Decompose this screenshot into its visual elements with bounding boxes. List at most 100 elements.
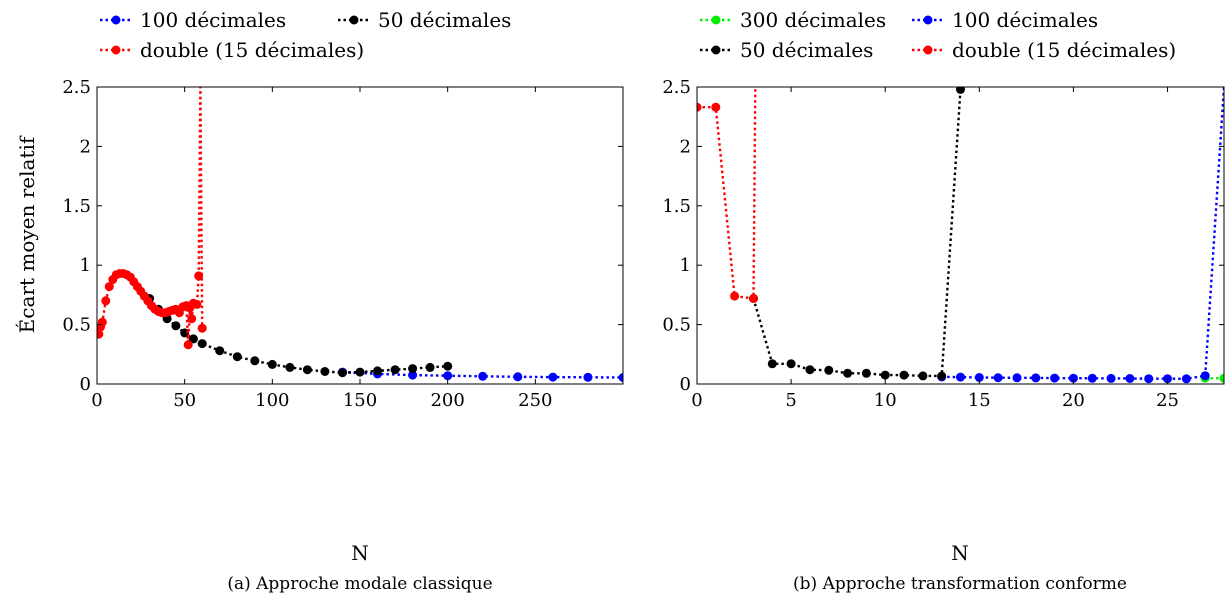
data-point-a-0 bbox=[583, 372, 593, 382]
x-tick-label-a: 200 bbox=[430, 390, 464, 411]
data-point-a-1 bbox=[188, 334, 198, 344]
series-line-b-2 bbox=[752, 89, 962, 378]
x-tick-label-b: 25 bbox=[1156, 390, 1179, 411]
data-point-b-1 bbox=[993, 373, 1003, 383]
legend-label: double (15 décimales) bbox=[952, 38, 1176, 62]
data-point-b-1 bbox=[974, 373, 984, 382]
y-tick-label-a: 2.5 bbox=[62, 77, 91, 98]
data-point-a-2 bbox=[194, 271, 204, 281]
data-point-b-2 bbox=[956, 87, 965, 94]
data-point-b-3 bbox=[749, 294, 758, 303]
caption-b: (b) Approche transformation conforme bbox=[793, 574, 1127, 594]
legend-swatch-marker bbox=[111, 45, 121, 55]
data-point-b-1 bbox=[1163, 374, 1172, 384]
data-point-a-2 bbox=[104, 282, 114, 292]
y-tick-label-b: 1.5 bbox=[662, 196, 691, 217]
data-point-a-1 bbox=[267, 359, 277, 369]
data-point-a-1 bbox=[408, 364, 418, 374]
data-point-b-1 bbox=[1144, 374, 1154, 384]
data-point-b-1 bbox=[1087, 373, 1097, 383]
y-axis-label-a: Écart moyen relatif bbox=[15, 135, 39, 333]
y-tick-label-a: 0 bbox=[80, 374, 91, 395]
data-point-a-1 bbox=[232, 352, 242, 362]
x-axis-label-a: N bbox=[351, 541, 369, 565]
y-tick-label-b: 2 bbox=[680, 136, 691, 157]
data-point-a-1 bbox=[250, 356, 260, 366]
y-tick-label-a: 1 bbox=[80, 255, 91, 276]
x-tick-label-a: 0 bbox=[91, 390, 102, 411]
data-point-b-2 bbox=[824, 365, 834, 375]
data-point-a-2 bbox=[97, 317, 107, 327]
legend-label: double (15 décimales) bbox=[140, 38, 364, 62]
legend-swatch-marker bbox=[349, 15, 359, 25]
data-point-a-2 bbox=[183, 340, 193, 350]
x-tick-label-a: 100 bbox=[255, 390, 289, 411]
data-point-a-2 bbox=[101, 296, 111, 306]
data-point-b-1 bbox=[1031, 373, 1041, 383]
data-point-a-1 bbox=[443, 361, 453, 371]
data-point-a-0 bbox=[443, 371, 453, 381]
x-tick-label-b: 15 bbox=[968, 390, 991, 411]
legend-b: 300 décimales 100 décimales 50 décimales do… bbox=[700, 8, 1176, 62]
legend-item-a-0: 100 décimales bbox=[100, 8, 286, 32]
data-point-a-0 bbox=[408, 370, 418, 380]
data-point-b-3 bbox=[711, 102, 721, 112]
x-tick-label-b: 5 bbox=[785, 390, 796, 411]
x-tick-label-a: 250 bbox=[518, 390, 552, 411]
data-point-a-0 bbox=[548, 372, 558, 382]
data-point-a-2 bbox=[197, 323, 207, 333]
data-point-b-1 bbox=[1200, 371, 1210, 381]
data-point-a-1 bbox=[302, 365, 312, 375]
legend-item-b-0: 300 décimales bbox=[700, 8, 886, 32]
y-tick-label-b: 0.5 bbox=[662, 315, 691, 336]
data-point-b-1 bbox=[1068, 373, 1078, 383]
axes-frame-a bbox=[96, 86, 624, 385]
data-point-a-2 bbox=[187, 314, 197, 324]
legend-label: 50 décimales bbox=[378, 8, 511, 32]
legend-swatch-marker bbox=[111, 15, 121, 25]
series-line-b-3 bbox=[697, 87, 757, 300]
data-point-a-0 bbox=[618, 373, 623, 382]
legend-swatch-marker bbox=[711, 15, 721, 25]
data-point-b-1 bbox=[1050, 373, 1060, 383]
legend-item-a-2: double (15 décimales) bbox=[100, 38, 364, 62]
x-tick-label-b: 10 bbox=[874, 390, 897, 411]
data-point-a-1 bbox=[355, 367, 365, 377]
y-tick-label-b: 1 bbox=[680, 255, 691, 276]
series-line-b-1 bbox=[941, 87, 1224, 381]
plot-area-b bbox=[697, 87, 1224, 384]
data-point-b-2 bbox=[767, 359, 777, 369]
legend-label: 100 décimales bbox=[140, 8, 286, 32]
plot-area-a bbox=[97, 87, 623, 382]
axes-frame-b bbox=[696, 86, 1225, 385]
data-point-b-2 bbox=[843, 368, 853, 378]
data-point-a-1 bbox=[215, 346, 225, 356]
legend-item-b-3: double (15 décimales) bbox=[912, 38, 1176, 62]
data-point-b-2 bbox=[899, 370, 909, 380]
chart-b: 300 décimales 100 décimales 50 décimales do… bbox=[662, 8, 1225, 594]
data-point-a-1 bbox=[390, 365, 400, 375]
data-point-b-3 bbox=[730, 291, 740, 301]
data-point-a-0 bbox=[513, 372, 523, 382]
legend-item-b-1: 100 décimales bbox=[912, 8, 1098, 32]
x-tick-label-b: 0 bbox=[691, 390, 702, 411]
legend-a: 100 décimales 50 décimales double (15 déci… bbox=[100, 8, 511, 62]
ticks-a: 0 50 100 150 200 250 0 0.5 1 1.5 2 2.5 bbox=[62, 77, 623, 411]
x-axis-label-b: N bbox=[951, 541, 969, 565]
ticks-b: 0 5 10 15 20 25 0 0.5 1 1.5 2 2.5 bbox=[662, 77, 1224, 411]
x-tick-label-a: 150 bbox=[343, 390, 377, 411]
caption-a: (a) Approche modale classique bbox=[227, 574, 492, 594]
data-point-a-2 bbox=[97, 329, 104, 339]
y-tick-label-b: 2.5 bbox=[662, 77, 691, 98]
legend-label: 100 décimales bbox=[952, 8, 1098, 32]
y-tick-label-a: 2 bbox=[80, 136, 91, 157]
data-point-a-1 bbox=[285, 362, 295, 372]
data-point-b-2 bbox=[805, 365, 815, 375]
data-point-b-1 bbox=[1106, 373, 1116, 383]
legend-swatch-marker bbox=[923, 45, 933, 55]
data-point-a-1 bbox=[338, 368, 347, 378]
data-point-a-2 bbox=[192, 299, 202, 309]
data-point-b-2 bbox=[880, 370, 890, 380]
data-point-a-1 bbox=[197, 339, 207, 349]
